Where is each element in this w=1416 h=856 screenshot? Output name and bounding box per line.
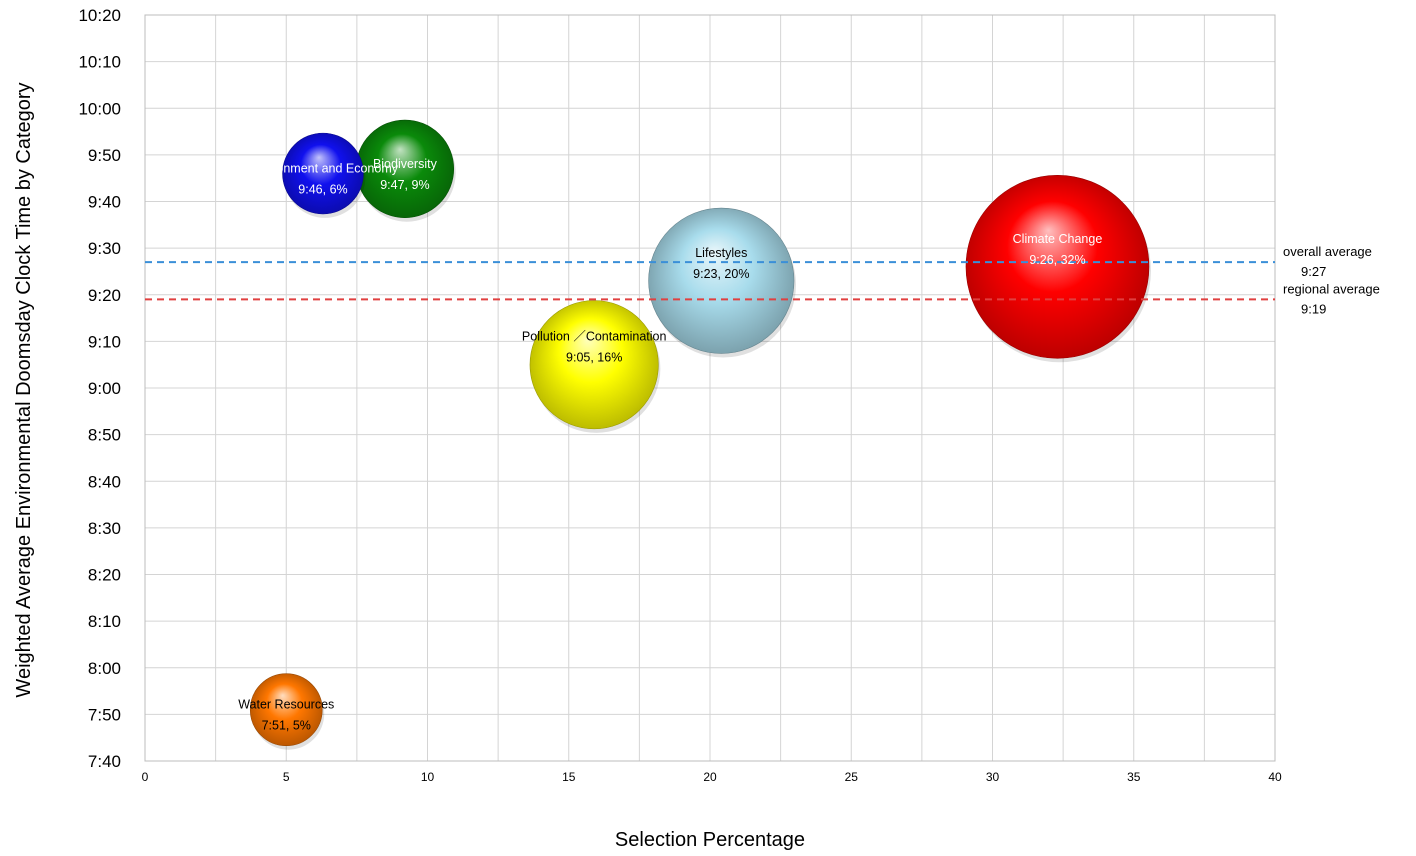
y-tick-label: 7:40 <box>88 752 121 771</box>
bubbles <box>249 119 1151 750</box>
grid <box>144 14 1276 762</box>
y-tick-label: 10:20 <box>78 6 121 25</box>
bubble-name-label: Lifestyles <box>695 246 747 260</box>
bubble-value-label: 9:46, 6% <box>298 183 347 197</box>
x-tick-label: 30 <box>986 770 1000 784</box>
bubble-name-label: Environment and Economy <box>248 162 399 176</box>
y-tick-label: 9:00 <box>88 379 121 398</box>
reference-line-value: 9:27 <box>1301 264 1326 279</box>
y-tick-label: 8:20 <box>88 566 121 585</box>
bubble <box>529 300 659 430</box>
bubble-value-label: 9:47, 9% <box>380 178 429 192</box>
plot-border <box>144 14 1276 762</box>
bubble-name-label: Biodiversity <box>373 157 438 171</box>
x-tick-label: 40 <box>1268 770 1282 784</box>
bubble-value-label: 9:05, 16% <box>566 351 622 365</box>
y-tick-label: 8:00 <box>88 659 121 678</box>
plot-area <box>144 14 1276 762</box>
bubble-name-label: Water Resources <box>238 698 334 712</box>
bubble-name-label: Pollution ／Contamination <box>522 330 667 344</box>
reference-lines: overall average 9:27 regional average 9:19 <box>145 244 1380 316</box>
y-tick-label: 10:00 <box>78 99 121 118</box>
bubble-value-label: 9:26, 32% <box>1029 253 1085 267</box>
reference-line-name: overall average <box>1283 244 1372 259</box>
bubble-labels: Climate Change 9:26, 32% Lifestyles 9:23, 2… <box>238 157 1102 733</box>
x-tick-label: 20 <box>703 770 717 784</box>
x-tick-label: 25 <box>845 770 859 784</box>
x-tick-label: 10 <box>421 770 435 784</box>
x-tick-label: 15 <box>562 770 576 784</box>
reference-line-name: regional average <box>1283 281 1380 296</box>
y-tick-label: 8:40 <box>88 472 121 491</box>
y-tick-label: 8:50 <box>88 426 121 445</box>
y-tick-label: 7:50 <box>88 705 121 724</box>
y-tick-label: 8:10 <box>88 612 121 631</box>
bubble <box>249 673 323 747</box>
x-tick-label: 0 <box>142 770 149 784</box>
y-tick-label: 9:20 <box>88 286 121 305</box>
x-tick-label: 35 <box>1127 770 1141 784</box>
reference-line-value: 9:19 <box>1301 301 1326 316</box>
y-tick-label: 8:30 <box>88 519 121 538</box>
bubble <box>965 174 1150 359</box>
y-tick-label: 9:40 <box>88 193 121 212</box>
y-tick-label: 10:10 <box>78 53 121 72</box>
bubble-value-label: 7:51, 5% <box>262 719 311 733</box>
y-axis-title: Weighted Average Environmental Doomsday … <box>13 82 35 697</box>
y-axis: 7:40 7:50 8:00 8:10 8:20 8:30 8:40 8:50 9:00 9:10… <box>78 6 121 771</box>
x-axis-title: Selection Percentage <box>615 829 805 851</box>
bubble <box>648 207 795 354</box>
y-tick-label: 9:30 <box>88 239 121 258</box>
bubble-value-label: 9:23, 20% <box>693 267 749 281</box>
x-tick-label: 5 <box>283 770 290 784</box>
y-tick-label: 9:10 <box>88 332 121 351</box>
bubble-name-label: Climate Change <box>1013 232 1103 246</box>
x-axis: 0 5 10 15 20 25 30 35 40 <box>142 770 1282 784</box>
y-tick-label: 9:50 <box>88 146 121 165</box>
bubble <box>282 132 364 215</box>
